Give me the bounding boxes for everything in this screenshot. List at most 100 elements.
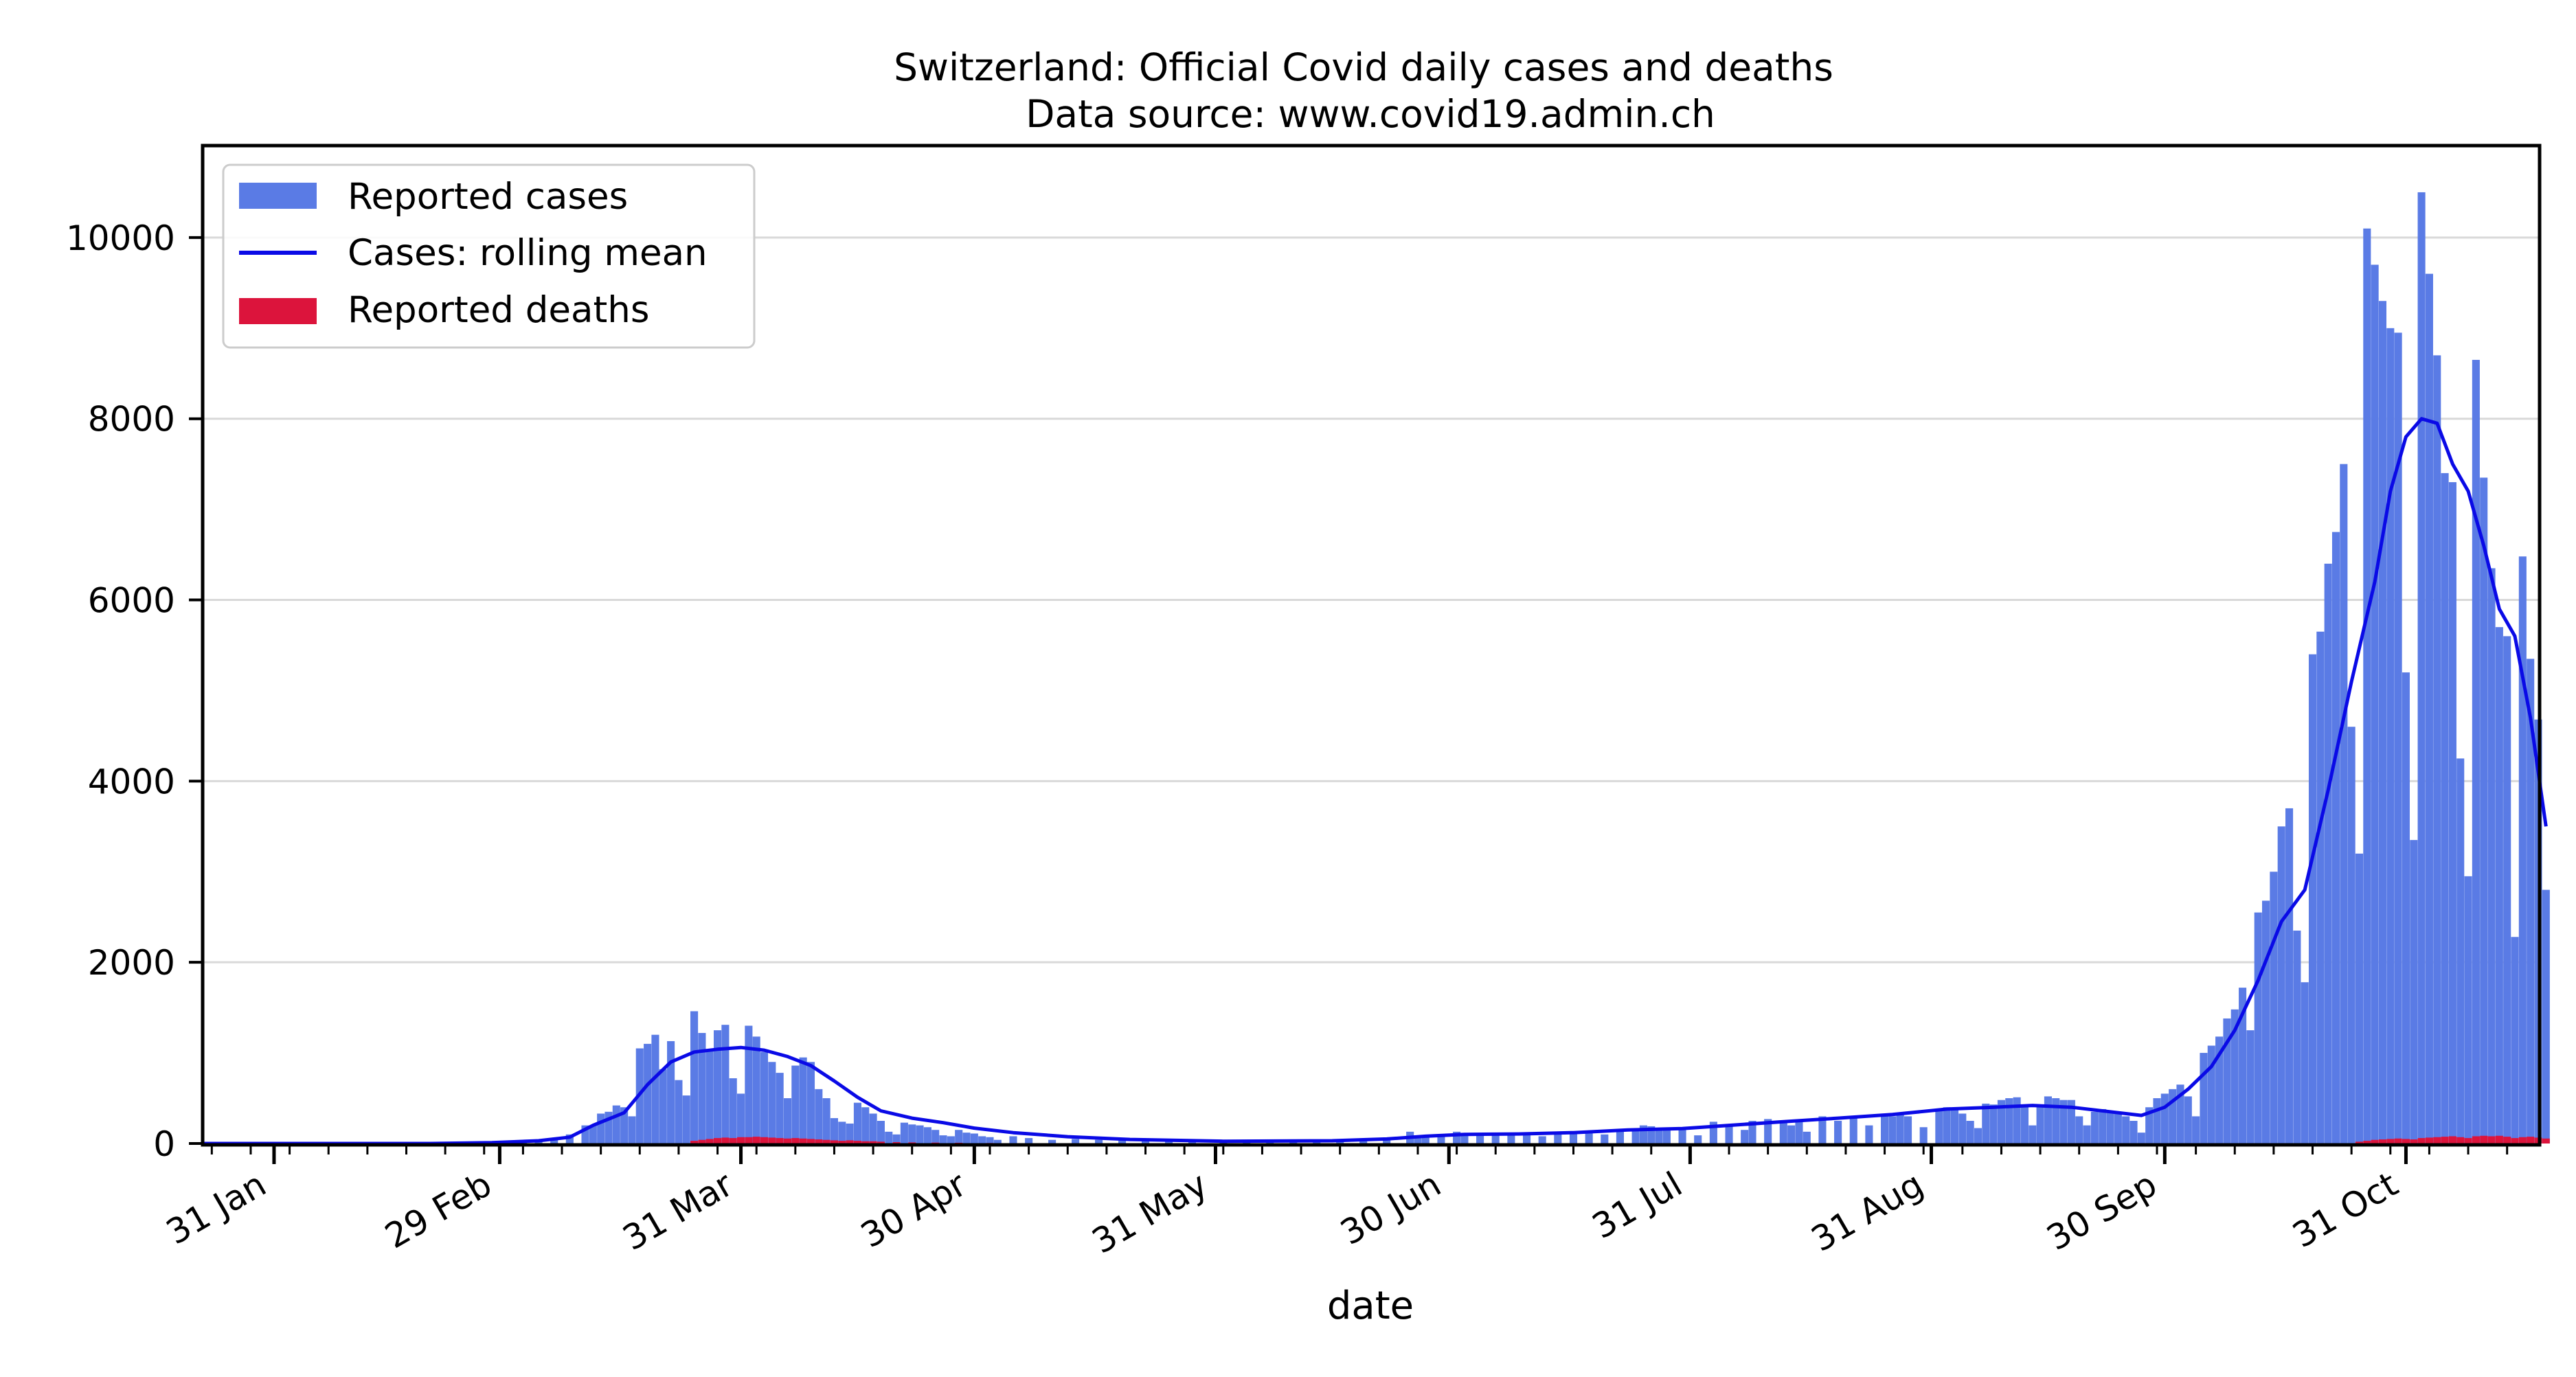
cases-bar — [1554, 1131, 1562, 1143]
deaths-bar — [853, 1141, 861, 1143]
cases-bar — [597, 1113, 605, 1143]
cases-bar — [1974, 1128, 1982, 1143]
cases-bar — [2137, 1133, 2145, 1143]
deaths-bar — [2394, 1138, 2402, 1143]
deaths-bar — [846, 1140, 854, 1143]
deaths-bar — [2511, 1138, 2519, 1143]
cases-bar — [2394, 332, 2402, 1144]
cases-bar — [1865, 1125, 1873, 1143]
cases-bar — [2059, 1100, 2068, 1143]
cases-bar — [2106, 1111, 2114, 1143]
cases-bar — [1647, 1126, 1656, 1143]
cases-bar — [1764, 1119, 1772, 1143]
cases-bar — [1359, 1139, 1368, 1143]
cases-bar — [2324, 563, 2332, 1143]
cases-bar — [2518, 556, 2527, 1143]
deaths-bar — [760, 1137, 769, 1143]
deaths-bar — [2518, 1137, 2527, 1143]
cases-bar — [2013, 1097, 2021, 1143]
deaths-bar — [791, 1138, 800, 1143]
cases-bar — [1655, 1130, 1663, 1143]
deaths-bar — [783, 1138, 792, 1143]
cases-bar — [705, 1051, 714, 1143]
deaths-bar — [768, 1137, 776, 1143]
cases-bar — [1997, 1100, 2006, 1143]
cases-bar — [1725, 1125, 1733, 1143]
cases-bar — [1803, 1131, 1811, 1143]
cases-bar — [2184, 1096, 2192, 1143]
cases-bar — [2495, 627, 2503, 1143]
cases-bar — [846, 1123, 854, 1143]
cases-bar — [2417, 192, 2426, 1143]
cases-bar — [1164, 1141, 1173, 1143]
deaths-bar — [2386, 1139, 2395, 1143]
cases-bar — [2230, 1009, 2239, 1143]
cases-bar — [2075, 1116, 2083, 1143]
cases-bar — [2099, 1108, 2107, 1143]
cases-bar — [2200, 1053, 2208, 1143]
cases-bar — [2378, 301, 2387, 1143]
cases-bar — [2340, 464, 2348, 1143]
cases-bar — [931, 1130, 940, 1143]
cases-bar — [620, 1107, 629, 1143]
deaths-bar — [776, 1138, 784, 1143]
deaths-bar — [815, 1139, 823, 1143]
cases-bar — [1888, 1116, 1897, 1143]
legend-label-deaths: Reported deaths — [348, 289, 650, 331]
deaths-bar — [2503, 1137, 2511, 1143]
cases-bar — [2331, 532, 2340, 1143]
cases-bar — [1834, 1121, 1842, 1143]
deaths-bar — [806, 1139, 815, 1143]
cases-bar — [2277, 826, 2285, 1143]
cases-bar — [675, 1080, 683, 1143]
cases-bar — [2386, 328, 2395, 1144]
deaths-bar — [838, 1141, 846, 1143]
deaths-bar — [2487, 1136, 2496, 1143]
cases-bar — [1507, 1134, 1515, 1143]
cases-bar — [923, 1127, 931, 1143]
deaths-bar — [729, 1138, 737, 1143]
cases-bar — [2192, 1116, 2200, 1143]
cases-bar — [589, 1125, 597, 1143]
cases-bar — [822, 1098, 831, 1143]
cases-bar — [2114, 1113, 2122, 1143]
cases-bar — [2029, 1125, 2037, 1143]
cases-bar — [659, 1069, 667, 1143]
cases-bar — [1709, 1122, 1717, 1143]
legend-swatch-cases — [239, 183, 317, 209]
deaths-bar — [799, 1138, 807, 1143]
cases-bar — [1491, 1133, 1500, 1143]
cases-bar — [947, 1136, 955, 1143]
cases-bar — [2176, 1084, 2184, 1143]
cases-bar — [752, 1036, 760, 1143]
deaths-bar — [877, 1141, 885, 1143]
cases-bar — [628, 1116, 636, 1143]
cases-bar — [1453, 1131, 1461, 1143]
cases-bar — [1639, 1125, 1647, 1143]
cases-bar — [2425, 273, 2433, 1143]
cases-bar — [1795, 1119, 1803, 1143]
cases-bar — [815, 1089, 823, 1143]
deaths-bar — [2378, 1139, 2387, 1143]
cases-bar — [2262, 900, 2270, 1143]
cases-bar — [1662, 1128, 1671, 1143]
deaths-bar — [2441, 1137, 2449, 1143]
cases-bar — [993, 1139, 1002, 1143]
deaths-bar — [2410, 1139, 2418, 1143]
cases-bar — [736, 1093, 745, 1143]
deaths-bar — [2363, 1141, 2371, 1143]
cases-bar — [799, 1057, 807, 1143]
cases-bar — [861, 1107, 870, 1143]
cases-bar — [1009, 1136, 1017, 1143]
deaths-bar — [2464, 1138, 2472, 1143]
cases-bar — [2410, 840, 2418, 1143]
cases-bar — [962, 1133, 971, 1143]
deaths-bar — [2448, 1136, 2456, 1143]
cases-bar — [2020, 1104, 2029, 1143]
cases-bar — [900, 1122, 908, 1143]
cases-bar — [791, 1065, 800, 1143]
cases-bar — [877, 1121, 885, 1143]
cases-bar — [2347, 727, 2355, 1143]
cases-bar — [2371, 264, 2379, 1143]
